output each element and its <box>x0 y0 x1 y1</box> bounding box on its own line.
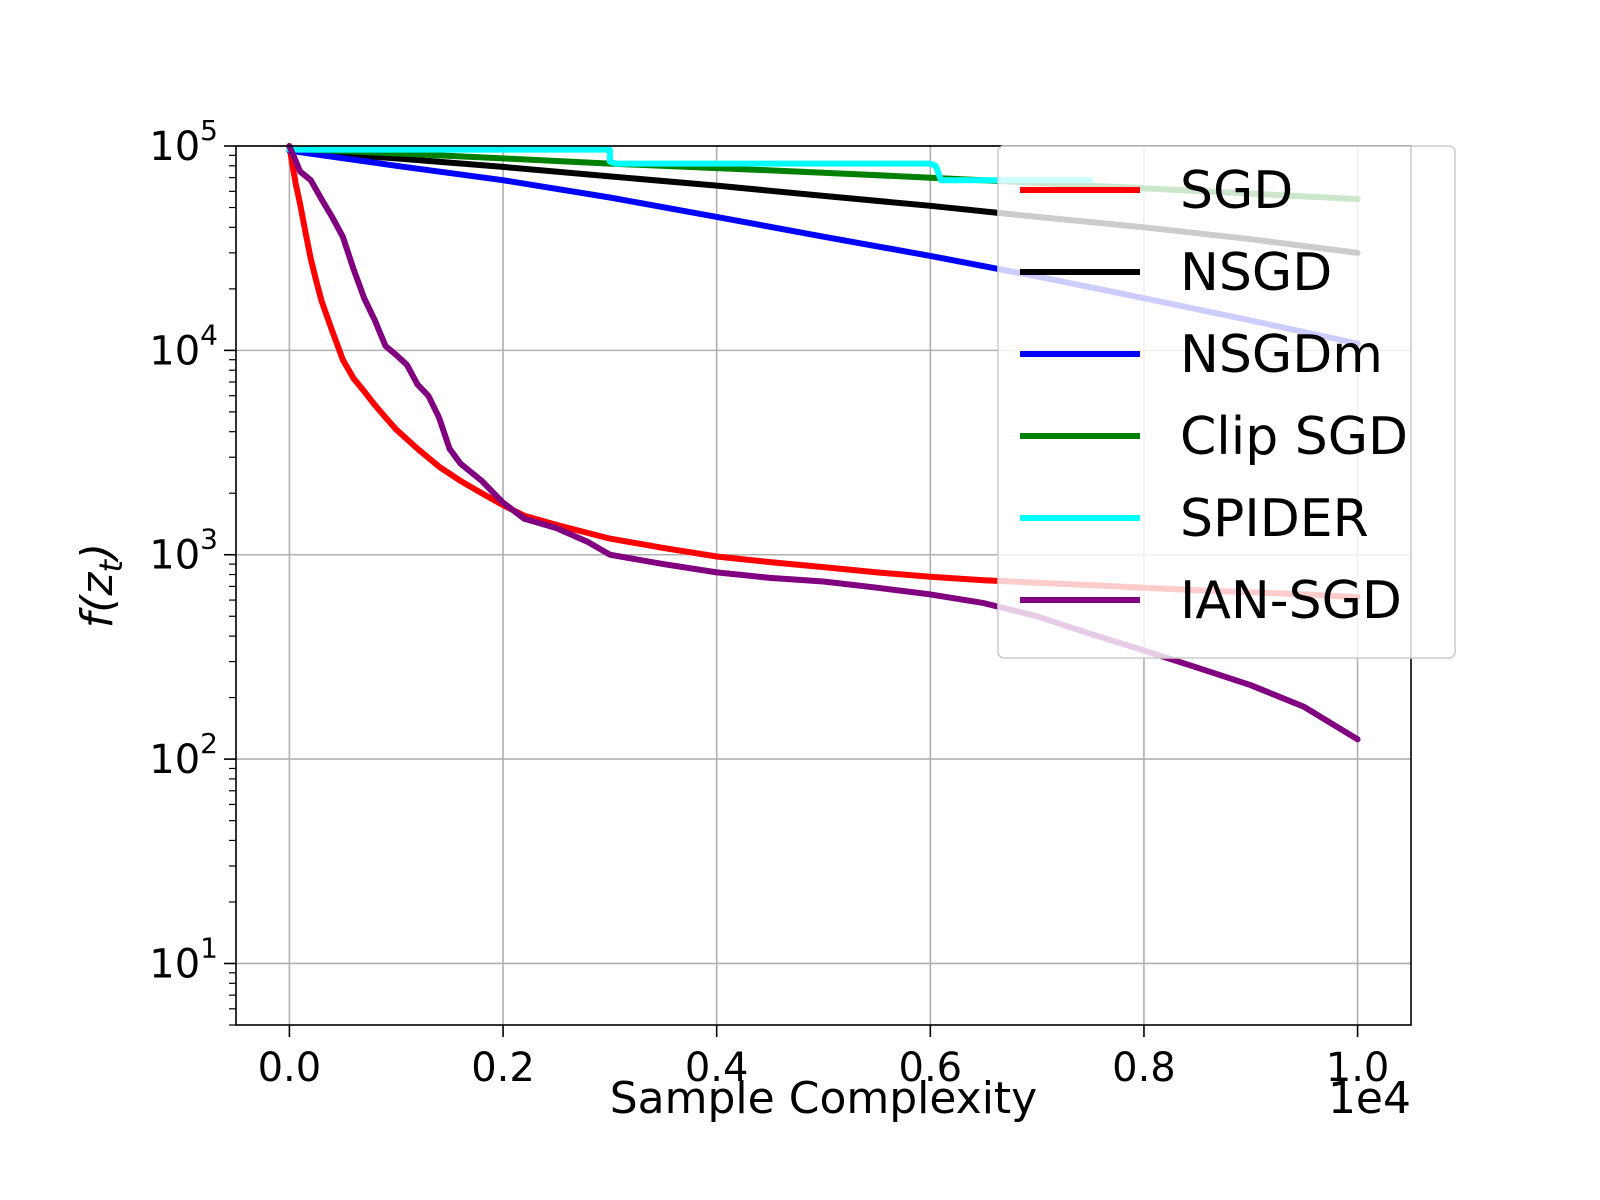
y-tick-label: 105 <box>149 114 218 170</box>
x-offset-label: 1e4 <box>1328 1073 1411 1124</box>
x-tick-label: 0.8 <box>1112 1045 1176 1091</box>
y-axis-label-main: f(z <box>72 572 123 629</box>
legend: SGD NSGD NSGDm Clip SGD SPIDER IAN-SGD <box>997 145 1456 659</box>
y-tick-label: 103 <box>149 523 218 579</box>
x-tick-label: 0.0 <box>258 1045 322 1091</box>
y-tick-exponent: 5 <box>200 114 218 147</box>
legend-label: IAN-SGD <box>1180 571 1402 631</box>
x-tick-label: 1.0 <box>1326 1045 1390 1091</box>
y-tick-exponent: 1 <box>200 931 218 964</box>
y-tick-base: 10 <box>149 328 200 374</box>
y-tick-base: 10 <box>149 533 200 579</box>
y-tick-exponent: 2 <box>200 727 218 760</box>
legend-entries: SGD NSGD NSGDm Clip SGD SPIDER IAN-SGD <box>1020 161 1408 631</box>
x-tick-label: 0.6 <box>899 1045 963 1091</box>
y-tick-exponent: 4 <box>200 318 218 351</box>
y-axis-label: f(zt) <box>72 543 130 628</box>
legend-label: NSGDm <box>1180 325 1383 385</box>
ticks <box>224 145 1359 1037</box>
x-tick-label: 0.2 <box>471 1045 535 1091</box>
x-tick-label: 0.4 <box>685 1045 749 1091</box>
y-tick-base: 10 <box>149 941 200 987</box>
y-axis-label-close: ) <box>72 543 123 563</box>
y-axis-label-subscript: t <box>92 558 130 572</box>
x-axis-label: Sample Complexity <box>610 1073 1037 1124</box>
legend-label: SPIDER <box>1180 489 1369 549</box>
y-tick-label: 101 <box>149 931 218 987</box>
y-tick-label: 102 <box>149 727 218 783</box>
y-tick-base: 10 <box>149 737 200 783</box>
y-tick-exponent: 3 <box>200 523 218 556</box>
legend-label: Clip SGD <box>1180 407 1408 467</box>
y-tick-base: 10 <box>149 124 200 170</box>
y-tick-label: 104 <box>149 318 218 374</box>
legend-label: NSGD <box>1180 243 1332 303</box>
legend-label: SGD <box>1180 161 1293 221</box>
